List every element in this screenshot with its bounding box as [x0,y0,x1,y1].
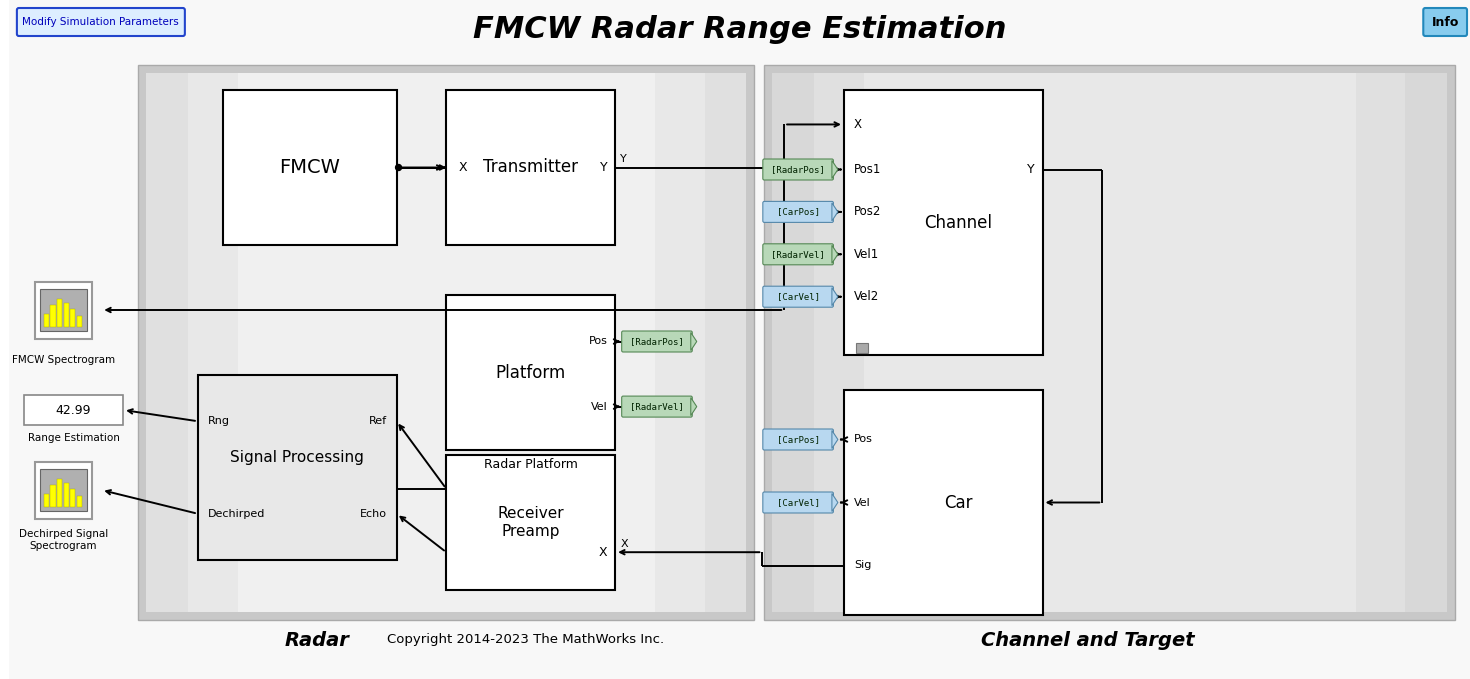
FancyBboxPatch shape [1423,8,1467,36]
Bar [76,316,82,327]
Text: Pos: Pos [854,435,873,445]
Bar [44,494,49,507]
Bar [71,309,75,327]
Text: [RadarVel]: [RadarVel] [631,402,684,411]
Bar [447,455,616,590]
Text: [RadarPos]: [RadarPos] [631,337,684,346]
Circle shape [781,164,786,170]
Text: Pos1: Pos1 [854,163,881,176]
Text: Transmitter: Transmitter [484,158,578,177]
Polygon shape [832,430,838,449]
Polygon shape [691,398,697,416]
Text: Ref: Ref [369,416,387,426]
Bar [146,73,747,612]
Text: X: X [598,546,607,559]
Bar [71,489,75,507]
Text: Channel and Target: Channel and Target [980,631,1194,650]
Bar [63,483,69,507]
Circle shape [395,164,401,170]
FancyBboxPatch shape [16,8,185,36]
Bar [35,462,93,519]
FancyBboxPatch shape [763,287,833,307]
Text: Vel2: Vel2 [854,290,879,304]
Text: Y: Y [600,161,607,174]
Text: Rng: Rng [207,416,229,426]
Text: [RadarPos]: [RadarPos] [772,165,825,174]
Text: [RadarVel]: [RadarVel] [772,250,825,259]
Bar [57,299,62,327]
Text: Copyright 2014-2023 The MathWorks Inc.: Copyright 2014-2023 The MathWorks Inc. [387,634,664,646]
Text: 42.99: 42.99 [56,403,91,416]
Text: Pos2: Pos2 [854,206,881,219]
FancyBboxPatch shape [763,429,833,450]
FancyBboxPatch shape [763,492,833,513]
FancyBboxPatch shape [763,244,833,265]
Text: Dechirped: Dechirped [207,509,265,519]
Bar [222,90,397,245]
Bar [188,73,704,612]
Bar [50,485,56,507]
Bar [57,479,62,507]
Text: [CarPos]: [CarPos] [776,435,820,444]
Bar [198,375,397,560]
Polygon shape [832,288,838,306]
Text: Signal Processing: Signal Processing [231,450,365,465]
Bar [864,73,1355,612]
FancyBboxPatch shape [622,396,692,417]
FancyBboxPatch shape [763,159,833,180]
Text: X: X [620,539,628,549]
FancyBboxPatch shape [622,331,692,352]
Polygon shape [832,160,838,179]
Text: FMCW: FMCW [279,158,340,177]
Bar [772,73,1446,612]
Polygon shape [832,494,838,511]
Text: X: X [854,118,861,131]
Bar [856,343,867,353]
Text: FMCW Radar Range Estimation: FMCW Radar Range Estimation [473,16,1007,45]
Bar [76,496,82,507]
Text: Pos: Pos [588,337,607,346]
Text: Channel: Channel [925,213,992,232]
Bar [24,395,123,425]
Text: Car: Car [944,494,972,511]
Bar [50,305,56,327]
Text: Y: Y [1028,163,1035,176]
Bar [138,65,754,620]
Text: [CarPos]: [CarPos] [776,207,820,217]
Text: Dechirped Signal
Spectrogram: Dechirped Signal Spectrogram [19,529,109,551]
Text: Vel: Vel [591,401,607,411]
Bar [844,390,1042,615]
Bar [40,469,87,511]
Text: Echo: Echo [360,509,387,519]
Bar [238,73,656,612]
Bar [44,314,49,327]
Text: Radar Platform: Radar Platform [484,458,578,471]
Text: [CarVel]: [CarVel] [776,292,820,301]
Text: Y: Y [620,155,626,164]
Polygon shape [691,333,697,350]
Polygon shape [832,203,838,221]
Polygon shape [832,245,838,263]
Text: Modify Simulation Parameters: Modify Simulation Parameters [22,17,179,27]
Text: Info: Info [1432,16,1458,29]
Bar [447,295,616,450]
Text: Radar: Radar [285,631,350,650]
Text: Platform: Platform [495,363,566,382]
FancyBboxPatch shape [763,202,833,223]
Bar [63,303,69,327]
Text: Range Estimation: Range Estimation [28,433,119,443]
Bar [35,282,93,339]
Bar [814,73,1405,612]
Text: X: X [459,161,467,174]
Text: Vel1: Vel1 [854,248,879,261]
Bar [844,90,1042,355]
Text: Vel: Vel [854,498,870,507]
Text: [CarVel]: [CarVel] [776,498,820,507]
Bar [764,65,1455,620]
Bar [40,289,87,331]
Text: Sig: Sig [854,560,872,570]
Text: FMCW Spectrogram: FMCW Spectrogram [12,355,115,365]
Text: Receiver
Preamp: Receiver Preamp [497,507,564,538]
Bar [447,90,616,245]
